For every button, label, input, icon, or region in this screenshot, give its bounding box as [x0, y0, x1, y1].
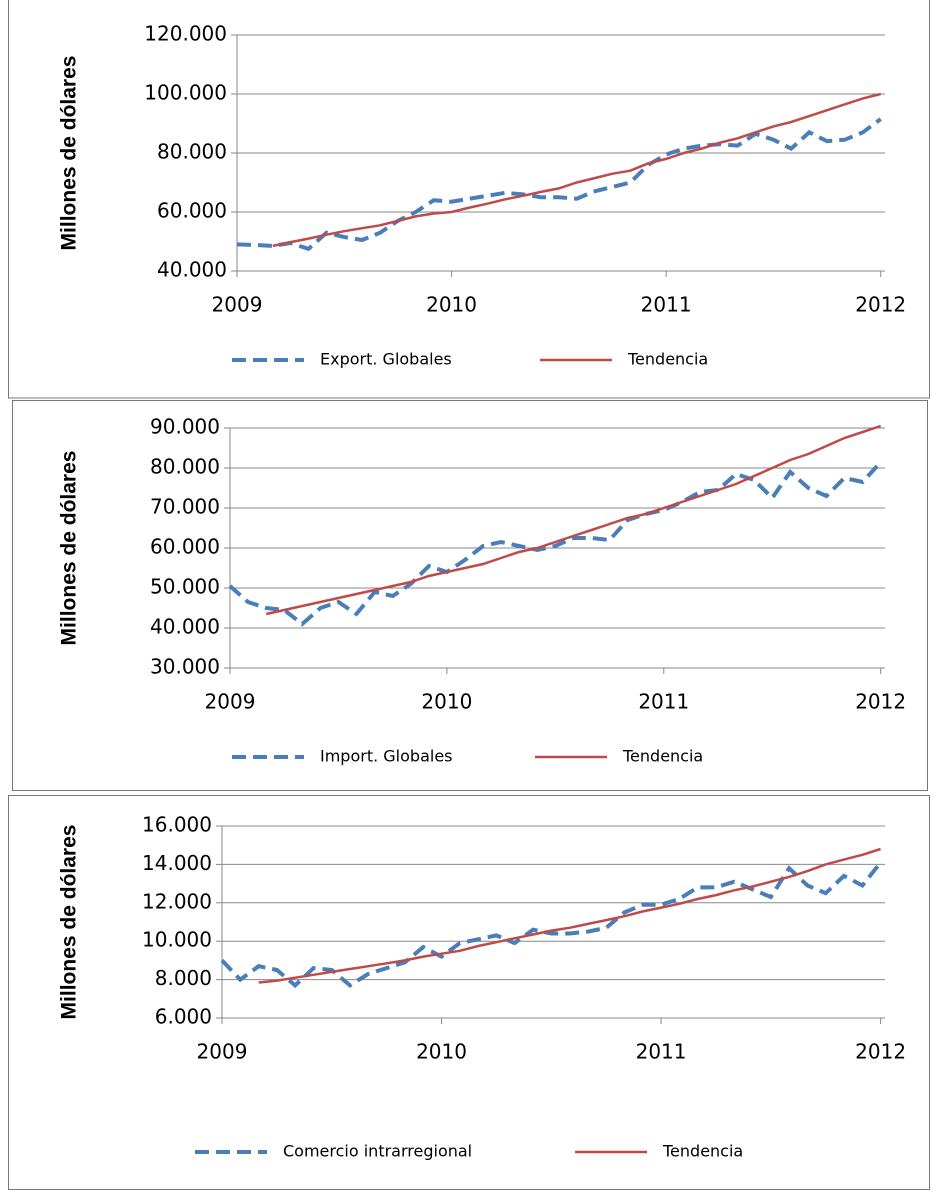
x-tick-label: 2010 — [421, 690, 472, 714]
x-tick-label: 2010 — [426, 293, 477, 317]
legend-label: Comercio intrarregional — [283, 1142, 472, 1161]
x-tick-label: 2009 — [212, 293, 263, 317]
series-line — [220, 861, 883, 989]
y-tick-label: 80.000 — [150, 455, 220, 479]
series-line — [265, 424, 882, 616]
legend-label: Tendencia — [622, 747, 703, 766]
legend-label: Export. Globales — [320, 350, 452, 369]
y-tick-label: 90.000 — [150, 415, 220, 439]
y-tick-label: 70.000 — [150, 495, 220, 519]
series-line — [236, 117, 882, 252]
series-line — [228, 460, 883, 627]
y-tick-label: 50.000 — [150, 575, 220, 599]
x-tick-label: 2012 — [855, 293, 906, 317]
y-tick-label: 12.000 — [142, 889, 212, 913]
series-line — [258, 847, 881, 984]
x-tick-label: 2011 — [638, 690, 689, 714]
y-tick-label: 120.000 — [144, 22, 227, 46]
y-tick-label: 6.000 — [155, 1005, 212, 1029]
x-tick-label: 2011 — [641, 293, 692, 317]
x-tick-label: 2011 — [636, 1040, 687, 1064]
y-tick-label: 80.000 — [157, 140, 227, 164]
series-line — [272, 92, 881, 248]
y-tick-label: 40.000 — [157, 258, 227, 282]
y-tick-label: 30.000 — [150, 655, 220, 679]
y-tick-label: 100.000 — [144, 81, 227, 105]
x-tick-label: 2012 — [855, 1040, 906, 1064]
legend-label: Import. Globales — [320, 747, 453, 766]
x-tick-label: 2009 — [205, 690, 256, 714]
y-axis-label: Millones de dólares — [58, 56, 81, 251]
y-axis-label: Millones de dólares — [58, 825, 81, 1020]
x-tick-label: 2009 — [197, 1040, 248, 1064]
y-tick-label: 60.000 — [150, 535, 220, 559]
x-tick-label: 2010 — [416, 1040, 467, 1064]
legend-label: Tendencia — [662, 1142, 743, 1161]
y-tick-label: 60.000 — [157, 199, 227, 223]
panel-frame — [12, 400, 928, 791]
y-tick-label: 8.000 — [155, 966, 212, 990]
y-tick-label: 10.000 — [142, 928, 212, 952]
y-tick-label: 14.000 — [142, 851, 212, 875]
y-axis-label: Millones de dólares — [58, 451, 81, 646]
panel-frame — [8, 0, 930, 399]
legend-label: Tendencia — [627, 350, 708, 369]
panel-frame — [8, 795, 930, 1190]
y-tick-label: 40.000 — [150, 615, 220, 639]
x-tick-label: 2012 — [855, 690, 906, 714]
y-tick-label: 16.000 — [142, 813, 212, 837]
